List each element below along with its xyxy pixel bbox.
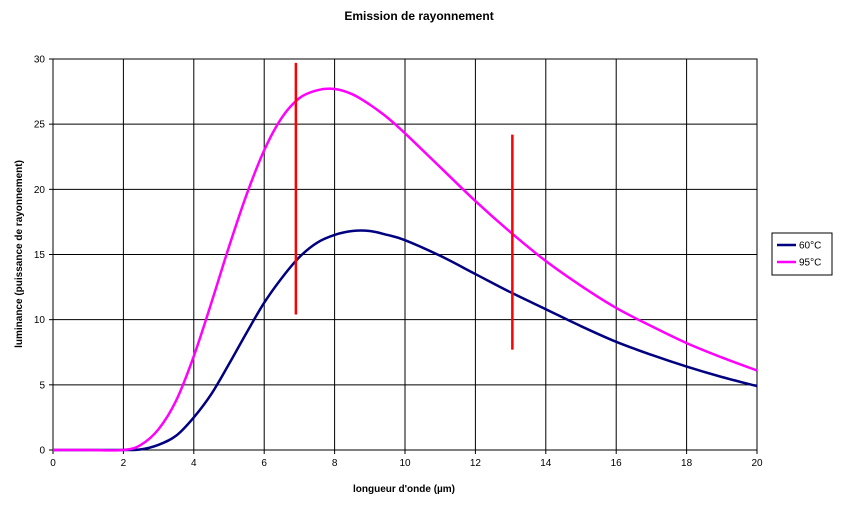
x-tick-label: 6 (261, 458, 267, 469)
series-line-0 (52, 229, 758, 452)
y-tick-label: 0 (39, 446, 45, 457)
y-tick-label: 25 (34, 120, 46, 131)
y-tick-label: 30 (34, 55, 46, 66)
marker-lines (294, 62, 514, 350)
legend-box (771, 232, 833, 276)
series-lines (52, 87, 758, 452)
x-tick-label: 18 (681, 458, 693, 469)
x-tick-label: 12 (470, 458, 482, 469)
y-tick-label: 15 (34, 250, 46, 261)
x-tick-label: 16 (611, 458, 623, 469)
y-tick-label: 5 (39, 380, 45, 391)
y-tick-label: 10 (34, 315, 46, 326)
x-tick-label: 0 (50, 458, 56, 469)
x-axis-label: longueur d'onde (µm) (353, 484, 455, 495)
x-axis-ticks: 0 2 4 6 8 10 12 14 16 18 20 (50, 450, 763, 469)
y-tick-label: 20 (34, 185, 46, 196)
legend-label: 95°C (799, 258, 821, 269)
x-tick-label: 8 (332, 458, 338, 469)
x-tick-label: 4 (191, 458, 197, 469)
y-axis-ticks: 0 5 10 15 20 25 30 (34, 55, 53, 457)
legend: 60°C 95°C (771, 232, 833, 276)
chart-title: Emission de rayonnement (344, 9, 493, 23)
grid-lines (53, 59, 757, 450)
y-axis-label: luminance (puissance de rayonnement) (14, 160, 25, 348)
x-tick-label: 20 (751, 458, 763, 469)
x-tick-label: 10 (399, 458, 411, 469)
x-tick-label: 14 (540, 458, 552, 469)
x-tick-label: 2 (121, 458, 127, 469)
legend-label: 60°C (799, 241, 821, 252)
series-line-1 (52, 87, 758, 452)
